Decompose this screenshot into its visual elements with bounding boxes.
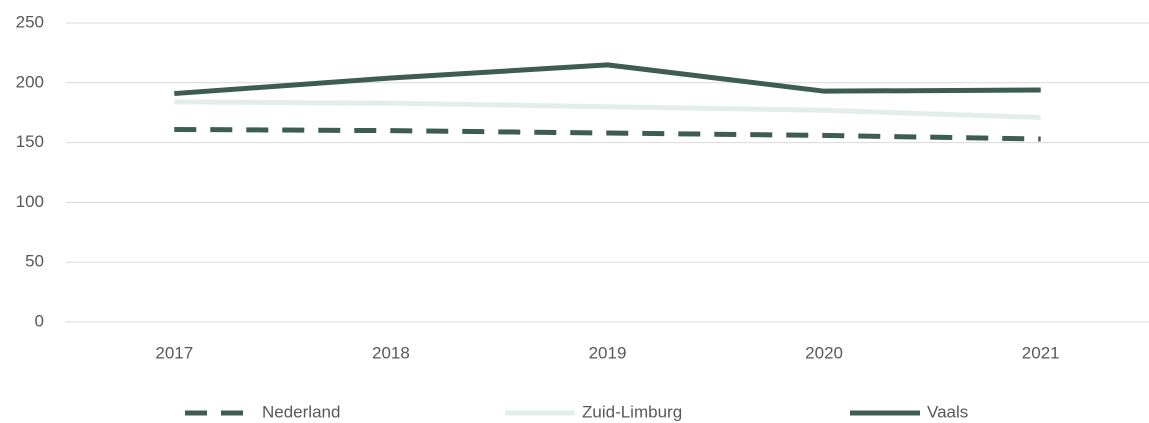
series-line bbox=[174, 99, 1041, 120]
x-tick-label: 2017 bbox=[155, 343, 193, 362]
x-tick-label: 2018 bbox=[372, 343, 410, 362]
x-tick-label: 2019 bbox=[589, 343, 627, 362]
series-line bbox=[174, 126, 1041, 142]
y-tick-label: 50 bbox=[25, 252, 44, 271]
legend-label: Vaals bbox=[927, 402, 968, 421]
y-tick-label: 150 bbox=[16, 132, 44, 151]
y-tick-label: 0 bbox=[35, 311, 44, 330]
legend-label: Zuid-Limburg bbox=[582, 402, 682, 421]
x-tick-label: 2021 bbox=[1022, 343, 1060, 362]
y-tick-label: 200 bbox=[16, 72, 44, 91]
legend-label: Nederland bbox=[262, 402, 340, 421]
x-tick-label: 2020 bbox=[805, 343, 843, 362]
series-line bbox=[174, 62, 1041, 97]
y-tick-label: 250 bbox=[16, 12, 44, 31]
y-tick-label: 100 bbox=[16, 192, 44, 211]
